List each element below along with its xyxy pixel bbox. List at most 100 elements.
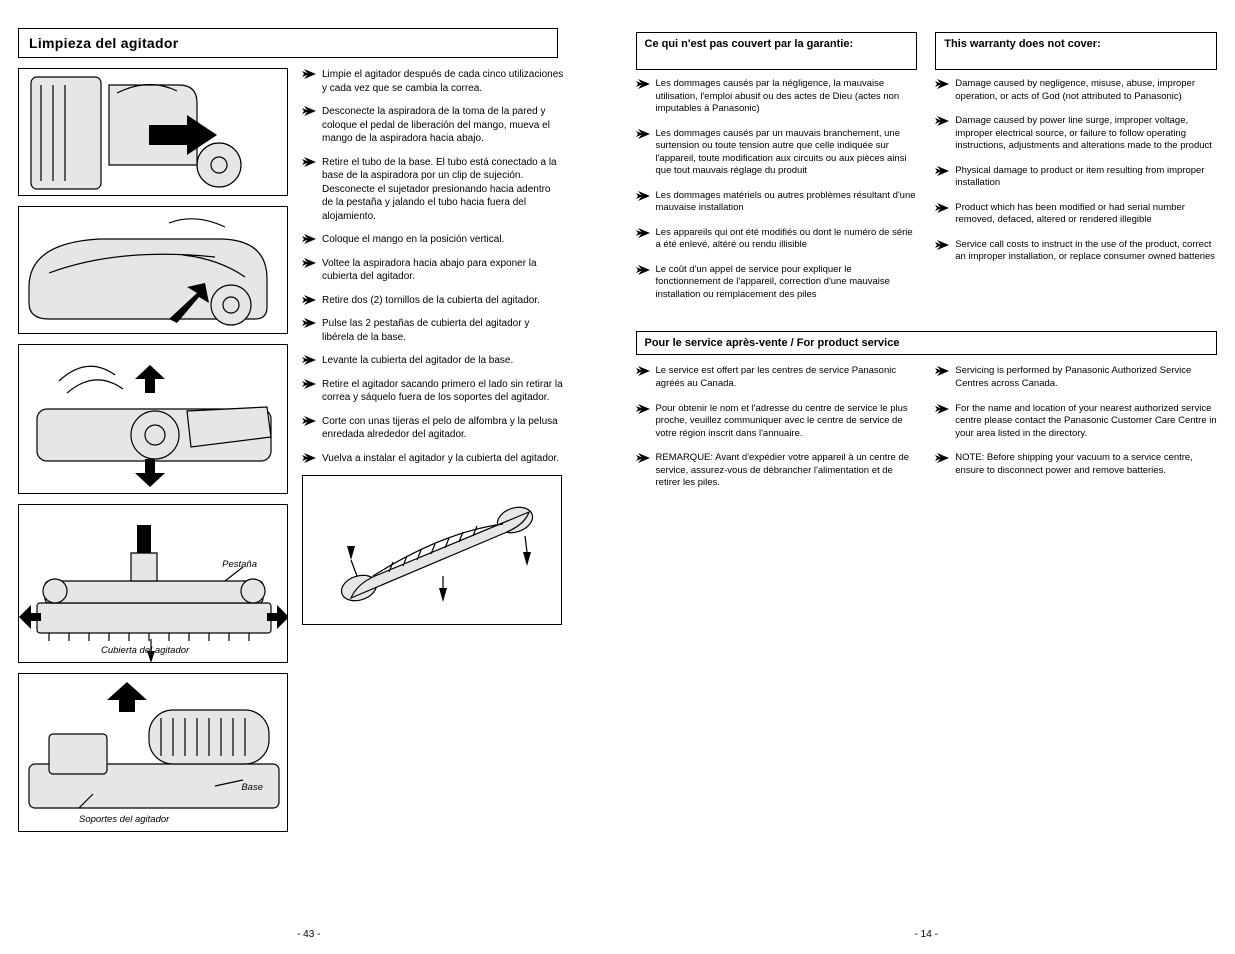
step-text: Voltee la aspiradora hacia abajo para ex… bbox=[322, 257, 564, 284]
bullet-icon bbox=[935, 366, 949, 376]
figure-5: Base Soportes del agitador bbox=[18, 673, 288, 832]
service-fr-item: REMARQUE: Avant d'expédier votre apparei… bbox=[636, 452, 918, 490]
bullet-icon bbox=[302, 379, 316, 389]
warranty-title-en-box: This warranty does not cover: bbox=[935, 32, 1217, 70]
warranty-col-fr: Ce qui n'est pas couvert par la garantie… bbox=[636, 32, 918, 313]
step-11: Vuelva a instalar el agitador y la cubie… bbox=[302, 452, 564, 466]
bullet-icon bbox=[302, 318, 316, 328]
service-title-box: Pour le service après-vente / For produc… bbox=[636, 331, 1218, 355]
bullet-icon bbox=[636, 191, 650, 201]
bullet-icon bbox=[636, 404, 650, 414]
bullet-icon bbox=[636, 366, 650, 376]
bullet-icon bbox=[302, 157, 316, 167]
bullet-icon bbox=[302, 234, 316, 244]
service-col-fr: Le service est offert par les centres de… bbox=[636, 365, 918, 501]
service-col-en: Servicing is performed by Panasonic Auth… bbox=[935, 365, 1217, 501]
bullet-icon bbox=[302, 416, 316, 426]
step-2: Desconecte la aspiradora de la toma de l… bbox=[302, 105, 564, 146]
figure-agitator bbox=[302, 475, 562, 625]
warranty-fr-item: Le coût d'un appel de service pour expli… bbox=[636, 264, 918, 302]
step-text: Retire el agitador sacando primero el la… bbox=[322, 378, 564, 405]
service-en-item: NOTE: Before shipping your vacuum to a s… bbox=[935, 452, 1217, 477]
warranty-en-item: Physical damage to product or item resul… bbox=[935, 165, 1217, 190]
step-text: Vuelva a instalar el agitador y la cubie… bbox=[322, 452, 564, 466]
figure-4: Pestaña Cubierta del agitador bbox=[18, 504, 288, 663]
bullet-icon bbox=[636, 228, 650, 238]
step-8: Levante la cubierta del agitador de la b… bbox=[302, 354, 564, 368]
service-en-text: NOTE: Before shipping your vacuum to a s… bbox=[955, 452, 1217, 477]
bullet-icon bbox=[302, 106, 316, 116]
bullet-icon bbox=[935, 203, 949, 213]
warranty-fr-text: Les appareils qui ont été modifiés ou do… bbox=[656, 227, 918, 252]
step-4: Coloque el mango en la posición vertical… bbox=[302, 233, 564, 247]
warranty-fr-item: Les dommages causés par un mauvais branc… bbox=[636, 128, 918, 178]
bullet-icon bbox=[302, 69, 316, 79]
service-fr-item: Pour obtenir le nom et l'adresse du cent… bbox=[636, 403, 918, 441]
step-5: Voltee la aspiradora hacia abajo para ex… bbox=[302, 257, 564, 284]
figure-1 bbox=[18, 68, 288, 196]
warranty-fr-text: Le coût d'un appel de service pour expli… bbox=[656, 264, 918, 302]
service-en-text: For the name and location of your neares… bbox=[955, 403, 1217, 441]
step-1: Limpie el agitador después de cada cinco… bbox=[302, 68, 564, 95]
warranty-two-col: Ce qui n'est pas couvert par la garantie… bbox=[636, 32, 1218, 313]
bullet-icon bbox=[636, 129, 650, 139]
service-fr-item: Le service est offert par les centres de… bbox=[636, 365, 918, 390]
figure-2 bbox=[18, 206, 288, 334]
right-page-number: - 14 - bbox=[915, 929, 938, 940]
warranty-fr-text: Les dommages matériels ou autres problèm… bbox=[656, 190, 918, 215]
step-text: Levante la cubierta del agitador de la b… bbox=[322, 354, 564, 368]
warranty-col-en: This warranty does not cover: Damage cau… bbox=[935, 32, 1217, 313]
warranty-en-text: Damage caused by power line surge, impro… bbox=[955, 115, 1217, 153]
bullet-icon bbox=[935, 404, 949, 414]
left-page-number: - 43 - bbox=[297, 929, 320, 940]
step-text: Coloque el mango en la posición vertical… bbox=[322, 233, 564, 247]
warranty-en-item: Product which has been modified or had s… bbox=[935, 202, 1217, 227]
fig4-label-cover: Cubierta del agitador bbox=[101, 645, 189, 656]
steps-column: Limpie el agitador después de cada cinco… bbox=[302, 68, 564, 842]
step-7: Pulse las 2 pestañas de cubierta del agi… bbox=[302, 317, 564, 344]
step-text: Limpie el agitador después de cada cinco… bbox=[322, 68, 564, 95]
bullet-icon bbox=[636, 265, 650, 275]
left-page: Limpieza del agitador bbox=[0, 0, 618, 954]
bullet-icon bbox=[935, 166, 949, 176]
warranty-en-text: Physical damage to product or item resul… bbox=[955, 165, 1217, 190]
warranty-fr-text: Les dommages causés par un mauvais branc… bbox=[656, 128, 918, 178]
figure-3 bbox=[18, 344, 288, 494]
warranty-fr-item: Les dommages causés par la négligence, l… bbox=[636, 78, 918, 116]
warranty-title-fr: Ce qui n'est pas couvert par la garantie… bbox=[645, 38, 909, 51]
service-title: Pour le service après-vente / For produc… bbox=[645, 337, 1209, 349]
warranty-en-item: Damage caused by power line surge, impro… bbox=[935, 115, 1217, 153]
bullet-icon bbox=[636, 453, 650, 463]
bullet-icon bbox=[636, 79, 650, 89]
right-page: Ce qui n'est pas couvert par la garantie… bbox=[618, 0, 1235, 954]
step-3: Retire el tubo de la base. El tubo está … bbox=[302, 156, 564, 224]
bullet-icon bbox=[302, 258, 316, 268]
left-title-box: Limpieza del agitador bbox=[18, 28, 558, 58]
warranty-title-en: This warranty does not cover: bbox=[944, 38, 1208, 51]
service-en-item: For the name and location of your neares… bbox=[935, 403, 1217, 441]
step-text: Pulse las 2 pestañas de cubierta del agi… bbox=[322, 317, 564, 344]
bullet-icon bbox=[302, 355, 316, 365]
bullet-icon bbox=[935, 240, 949, 250]
bullet-icon bbox=[935, 116, 949, 126]
figure-column: Pestaña Cubierta del agitador bbox=[18, 68, 288, 842]
step-text: Desconecte la aspiradora de la toma de l… bbox=[322, 105, 564, 146]
warranty-en-item: Damage caused by negligence, misuse, abu… bbox=[935, 78, 1217, 103]
left-title: Limpieza del agitador bbox=[29, 35, 547, 51]
warranty-en-text: Product which has been modified or had s… bbox=[955, 202, 1217, 227]
service-fr-text: REMARQUE: Avant d'expédier votre apparei… bbox=[656, 452, 918, 490]
bullet-icon bbox=[302, 295, 316, 305]
fig4-label-tab: Pestaña bbox=[222, 559, 257, 570]
bullet-icon bbox=[935, 453, 949, 463]
warranty-fr-text: Les dommages causés par la négligence, l… bbox=[656, 78, 918, 116]
fig5-label-supports: Soportes del agitador bbox=[79, 814, 169, 825]
service-en-text: Servicing is performed by Panasonic Auth… bbox=[955, 365, 1217, 390]
warranty-en-text: Service call costs to instruct in the us… bbox=[955, 239, 1217, 264]
step-text: Retire el tubo de la base. El tubo está … bbox=[322, 156, 564, 224]
warranty-fr-item: Les dommages matériels ou autres problèm… bbox=[636, 190, 918, 215]
bullet-icon bbox=[302, 453, 316, 463]
warranty-en-item: Service call costs to instruct in the us… bbox=[935, 239, 1217, 264]
fig5-label-base: Base bbox=[241, 782, 263, 793]
bullet-icon bbox=[935, 79, 949, 89]
step-6: Retire dos (2) tornillos de la cubierta … bbox=[302, 294, 564, 308]
